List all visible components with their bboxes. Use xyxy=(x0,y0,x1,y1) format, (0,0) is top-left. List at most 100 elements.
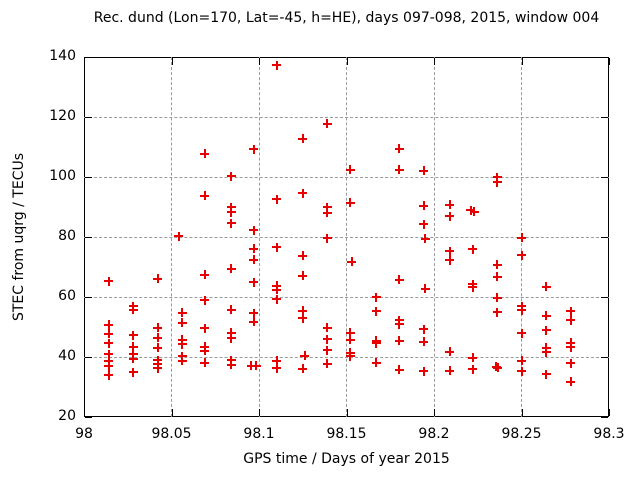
data-point-marker xyxy=(566,377,575,387)
data-point-marker xyxy=(153,274,162,284)
data-point-marker xyxy=(128,367,138,377)
data-point-marker xyxy=(394,336,404,346)
data-point-marker xyxy=(345,198,355,208)
data-point-marker xyxy=(174,231,183,241)
data-point-marker xyxy=(466,205,476,215)
data-point-marker xyxy=(153,363,162,373)
data-point-marker xyxy=(394,165,404,175)
y-gridline xyxy=(84,116,609,118)
x-tick-label: 98 xyxy=(75,426,93,442)
x-tick-bottom xyxy=(171,409,173,416)
data-point-marker xyxy=(177,339,187,349)
data-point-marker xyxy=(420,234,430,243)
data-point-marker xyxy=(322,202,332,212)
data-point-marker xyxy=(104,338,113,348)
data-point-marker xyxy=(445,246,455,256)
data-point-marker xyxy=(371,358,381,368)
data-point-marker xyxy=(345,328,355,338)
data-point-marker xyxy=(445,211,455,221)
data-point-marker xyxy=(200,323,210,333)
data-point-marker xyxy=(226,218,236,228)
y-tick-label: 100 xyxy=(49,168,76,184)
data-point-marker xyxy=(345,335,355,345)
data-point-marker xyxy=(251,361,261,371)
data-point-marker xyxy=(104,361,113,371)
data-point-marker xyxy=(226,305,236,315)
data-point-marker xyxy=(394,319,404,329)
data-point-marker xyxy=(246,361,256,371)
data-point-marker xyxy=(200,149,210,159)
data-point-marker xyxy=(394,365,404,375)
data-point-marker xyxy=(104,349,113,359)
data-point-marker xyxy=(200,346,210,356)
data-point-marker xyxy=(541,369,551,379)
x-tick-top xyxy=(346,58,348,65)
y-tick-label: 80 xyxy=(58,228,76,244)
y-tick-right xyxy=(601,417,608,418)
data-point-marker xyxy=(298,134,308,144)
y-tick-right xyxy=(601,237,608,238)
data-point-marker xyxy=(104,320,113,330)
data-point-marker xyxy=(566,306,575,316)
data-point-marker xyxy=(128,330,138,340)
data-point-marker xyxy=(298,313,308,323)
x-tick-bottom xyxy=(84,409,85,416)
data-point-marker xyxy=(226,171,236,181)
data-point-marker xyxy=(517,233,526,243)
data-point-marker xyxy=(419,366,428,376)
data-point-marker xyxy=(445,200,455,210)
data-point-marker xyxy=(419,166,428,176)
chart-title: Rec. dund (Lon=170, Lat=-45, h=HE), days… xyxy=(93,10,600,26)
y-tick-left xyxy=(85,297,92,298)
data-point-marker xyxy=(104,276,113,286)
data-point-marker xyxy=(345,351,355,361)
data-point-marker xyxy=(541,325,551,335)
data-point-marker xyxy=(226,333,236,343)
x-tick-label: 98.25 xyxy=(501,426,542,442)
data-point-marker xyxy=(468,282,477,292)
data-point-marker xyxy=(322,119,332,129)
x-tick-bottom xyxy=(259,409,260,416)
y-tick-right xyxy=(601,357,608,358)
y-tick-label: 120 xyxy=(49,108,76,124)
y-axis-title: STEC from uqrg / TECUs xyxy=(11,152,27,322)
data-point-marker xyxy=(492,293,502,303)
x-tick-top xyxy=(434,58,435,65)
data-point-marker xyxy=(492,272,502,282)
data-point-marker xyxy=(468,244,477,254)
x-tick-bottom xyxy=(346,409,348,416)
y-tick-right xyxy=(601,117,608,118)
data-point-marker xyxy=(541,311,551,321)
y-tick-right xyxy=(601,297,608,298)
x-tick-bottom xyxy=(434,409,435,416)
data-point-marker xyxy=(128,354,138,363)
data-point-marker xyxy=(492,307,502,317)
y-gridline xyxy=(84,236,609,238)
data-point-marker xyxy=(541,282,551,292)
x-tick-top xyxy=(609,58,610,65)
data-point-marker xyxy=(200,270,210,279)
x-tick-bottom xyxy=(521,409,523,416)
data-point-marker xyxy=(419,337,428,347)
data-point-marker xyxy=(445,255,455,265)
data-point-marker xyxy=(394,275,404,285)
data-point-marker xyxy=(249,144,259,154)
data-point-marker xyxy=(104,370,113,380)
data-point-marker xyxy=(394,144,404,153)
data-point-marker xyxy=(200,191,210,201)
data-point-marker xyxy=(298,306,308,315)
x-tick-top xyxy=(259,58,260,65)
data-point-marker xyxy=(226,328,236,338)
data-point-marker xyxy=(493,363,503,372)
data-point-marker xyxy=(128,342,138,351)
data-point-marker xyxy=(517,356,526,366)
data-point-marker xyxy=(322,323,332,333)
data-point-marker xyxy=(226,202,236,212)
x-tick-top xyxy=(84,58,85,65)
y-tick-left xyxy=(85,117,92,118)
y-gridline xyxy=(84,176,609,178)
data-point-marker xyxy=(298,188,308,198)
data-point-marker xyxy=(419,201,428,211)
data-point-marker xyxy=(272,356,281,366)
data-point-marker xyxy=(517,305,526,315)
